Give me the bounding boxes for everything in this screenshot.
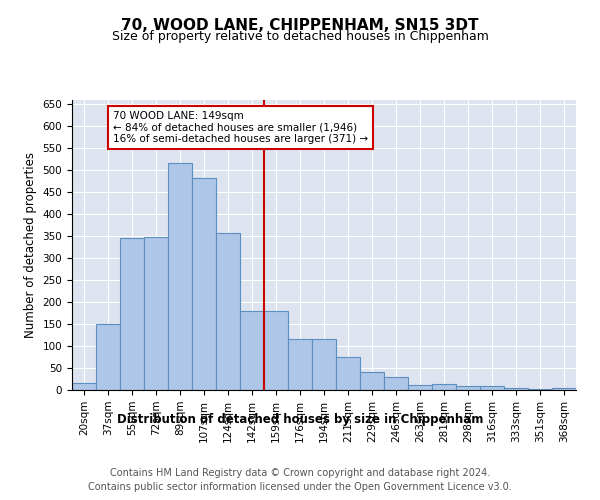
Bar — [216, 232, 240, 390]
Bar — [120, 238, 144, 390]
Bar — [552, 388, 576, 390]
Bar — [432, 384, 456, 390]
Bar — [384, 377, 408, 390]
Text: 70, WOOD LANE, CHIPPENHAM, SN15 3DT: 70, WOOD LANE, CHIPPENHAM, SN15 3DT — [121, 18, 479, 32]
Bar — [312, 338, 336, 390]
Bar — [336, 356, 360, 390]
Bar — [168, 164, 192, 390]
Text: 70 WOOD LANE: 149sqm
← 84% of detached houses are smaller (1,946)
16% of semi-de: 70 WOOD LANE: 149sqm ← 84% of detached h… — [113, 111, 368, 144]
Bar — [240, 311, 264, 390]
Text: Contains HM Land Registry data © Crown copyright and database right 2024.: Contains HM Land Registry data © Crown c… — [110, 468, 490, 477]
Text: Contains public sector information licensed under the Open Government Licence v3: Contains public sector information licen… — [88, 482, 512, 492]
Text: Size of property relative to detached houses in Chippenham: Size of property relative to detached ho… — [112, 30, 488, 43]
Bar — [456, 386, 480, 390]
Bar — [408, 384, 432, 390]
Bar — [96, 324, 120, 390]
Bar — [360, 372, 384, 390]
Bar — [192, 178, 216, 390]
Bar — [528, 388, 552, 390]
Bar — [288, 340, 312, 390]
Bar — [480, 386, 504, 390]
Bar — [144, 237, 168, 390]
Text: Distribution of detached houses by size in Chippenham: Distribution of detached houses by size … — [117, 412, 483, 426]
Y-axis label: Number of detached properties: Number of detached properties — [24, 152, 37, 338]
Bar — [264, 311, 288, 390]
Bar — [72, 384, 96, 390]
Bar — [504, 388, 528, 390]
